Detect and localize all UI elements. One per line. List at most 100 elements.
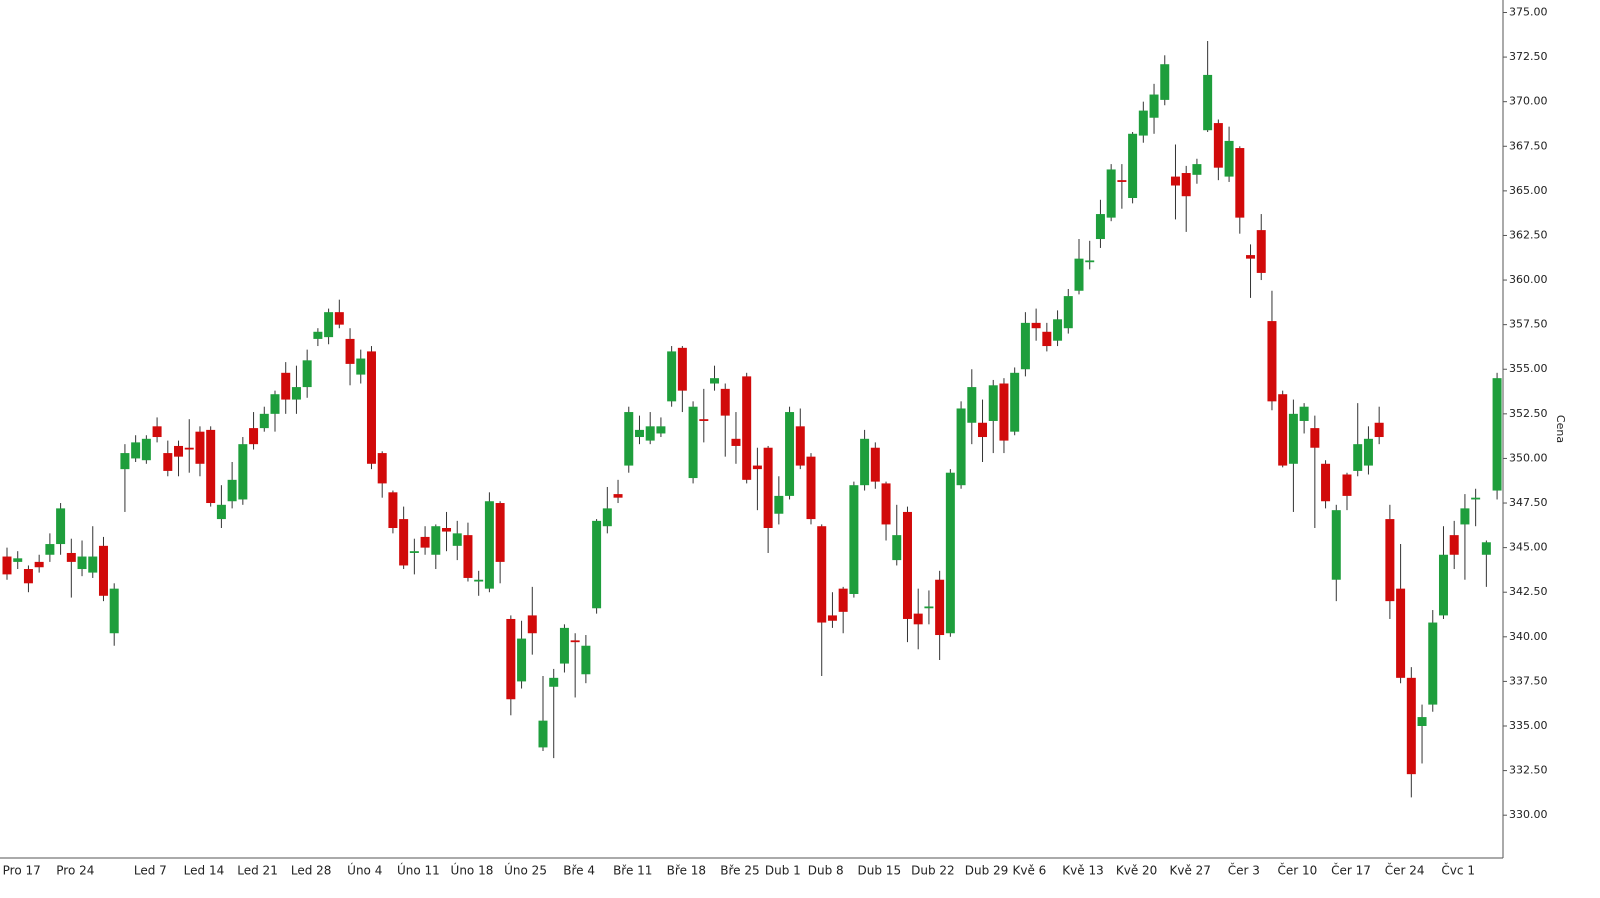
x-tick-label: Úno 4	[347, 863, 382, 878]
candle-body	[195, 431, 205, 464]
candle-body	[1492, 378, 1502, 491]
candle-body	[1063, 296, 1073, 329]
candle-body	[988, 385, 998, 421]
candle-body	[1246, 255, 1256, 259]
candle-body	[1267, 321, 1277, 402]
candle-body	[174, 445, 184, 457]
candle-body	[849, 485, 859, 594]
y-tick-label: 365.00	[1509, 184, 1548, 197]
candle-body	[2, 556, 12, 575]
candle-body	[978, 422, 988, 438]
y-tick-label: 370.00	[1509, 95, 1548, 108]
x-tick-label: Dub 8	[808, 864, 844, 878]
candle-body	[581, 645, 591, 675]
x-tick-label: Kvě 27	[1169, 864, 1210, 878]
candle-body	[302, 360, 312, 388]
x-tick-label: Čer 17	[1331, 863, 1371, 878]
candle-body	[120, 453, 130, 470]
candle-body	[1042, 331, 1052, 347]
candle-body	[1192, 164, 1202, 175]
candle-body	[1213, 123, 1223, 168]
candle-body	[259, 413, 269, 429]
candle-body	[131, 442, 141, 459]
candle-body	[366, 351, 376, 464]
x-tick-label: Úno 25	[504, 863, 547, 878]
candle-body	[1106, 169, 1116, 218]
candle-body	[377, 453, 387, 484]
candle-body	[592, 520, 602, 609]
candle-body	[1128, 133, 1138, 198]
candle-body	[559, 627, 569, 664]
candle-body	[827, 615, 837, 621]
candle-body	[270, 394, 280, 414]
candle-body	[281, 372, 291, 400]
candle-body	[238, 444, 248, 500]
candle-body	[1438, 554, 1448, 616]
candle-body	[999, 383, 1009, 441]
x-tick-label: Led 14	[184, 864, 225, 878]
candle-body	[13, 558, 23, 562]
x-tick-label: Čer 10	[1278, 863, 1318, 878]
candle-body	[549, 677, 559, 687]
x-tick-label: Bře 4	[563, 864, 595, 878]
candle-body	[88, 556, 98, 573]
candle-body	[1321, 463, 1331, 502]
candle-body	[1278, 394, 1288, 466]
y-tick-label: 362.50	[1509, 228, 1548, 241]
candle-body	[206, 429, 216, 504]
y-tick-label: 357.50	[1509, 318, 1548, 331]
candle-body	[1460, 508, 1470, 525]
x-tick-label: Pro 17	[3, 864, 41, 878]
candle-body	[1020, 322, 1030, 370]
candle-body	[324, 312, 334, 338]
candle-body	[1374, 422, 1384, 438]
candle-body	[1181, 173, 1191, 197]
candle-body	[442, 528, 452, 532]
candle-body	[667, 351, 677, 402]
x-tick-label: Led 28	[291, 864, 332, 878]
candle-body	[538, 720, 548, 748]
candle-body	[1170, 176, 1180, 186]
candle-body	[34, 561, 44, 568]
candle-body	[1471, 497, 1481, 500]
x-tick-label: Čer 3	[1228, 863, 1260, 878]
candle-body	[356, 358, 366, 375]
candle-body	[1288, 413, 1298, 464]
candle-body	[1396, 588, 1406, 678]
candle-body	[517, 638, 527, 682]
candle-body	[163, 453, 173, 471]
candle-body	[1138, 110, 1148, 136]
candle-body	[742, 376, 752, 480]
candle-body	[1417, 717, 1427, 726]
candle-body	[249, 428, 259, 445]
y-tick-label: 375.00	[1509, 5, 1548, 18]
candle-body	[870, 447, 880, 482]
candle-body	[77, 556, 87, 570]
candle-body	[431, 526, 441, 555]
candle-body	[945, 472, 955, 634]
candle-body	[184, 447, 194, 450]
candle-body	[1085, 260, 1095, 263]
candle-body	[1031, 322, 1041, 329]
candle-body	[785, 412, 795, 496]
candle-body	[613, 494, 623, 498]
y-tick-label: 360.00	[1509, 273, 1548, 286]
x-tick-label: Čvc 1	[1441, 863, 1475, 878]
y-tick-label: 337.50	[1509, 674, 1548, 687]
candle-body	[1053, 319, 1063, 341]
x-tick-label: Kvě 13	[1062, 864, 1103, 878]
candle-body	[1203, 74, 1213, 131]
candle-body	[409, 551, 419, 553]
candle-body	[495, 503, 505, 562]
candle-body	[66, 552, 76, 562]
candle-body	[45, 544, 55, 555]
candle-body	[763, 447, 773, 528]
y-tick-label: 367.50	[1509, 139, 1548, 152]
candle-body	[109, 588, 119, 634]
candle-body	[838, 588, 848, 612]
y-tick-label: 345.00	[1509, 541, 1548, 554]
candle-body	[474, 579, 484, 582]
y-axis-title: Cena	[1554, 415, 1567, 443]
candle-body	[484, 501, 494, 589]
